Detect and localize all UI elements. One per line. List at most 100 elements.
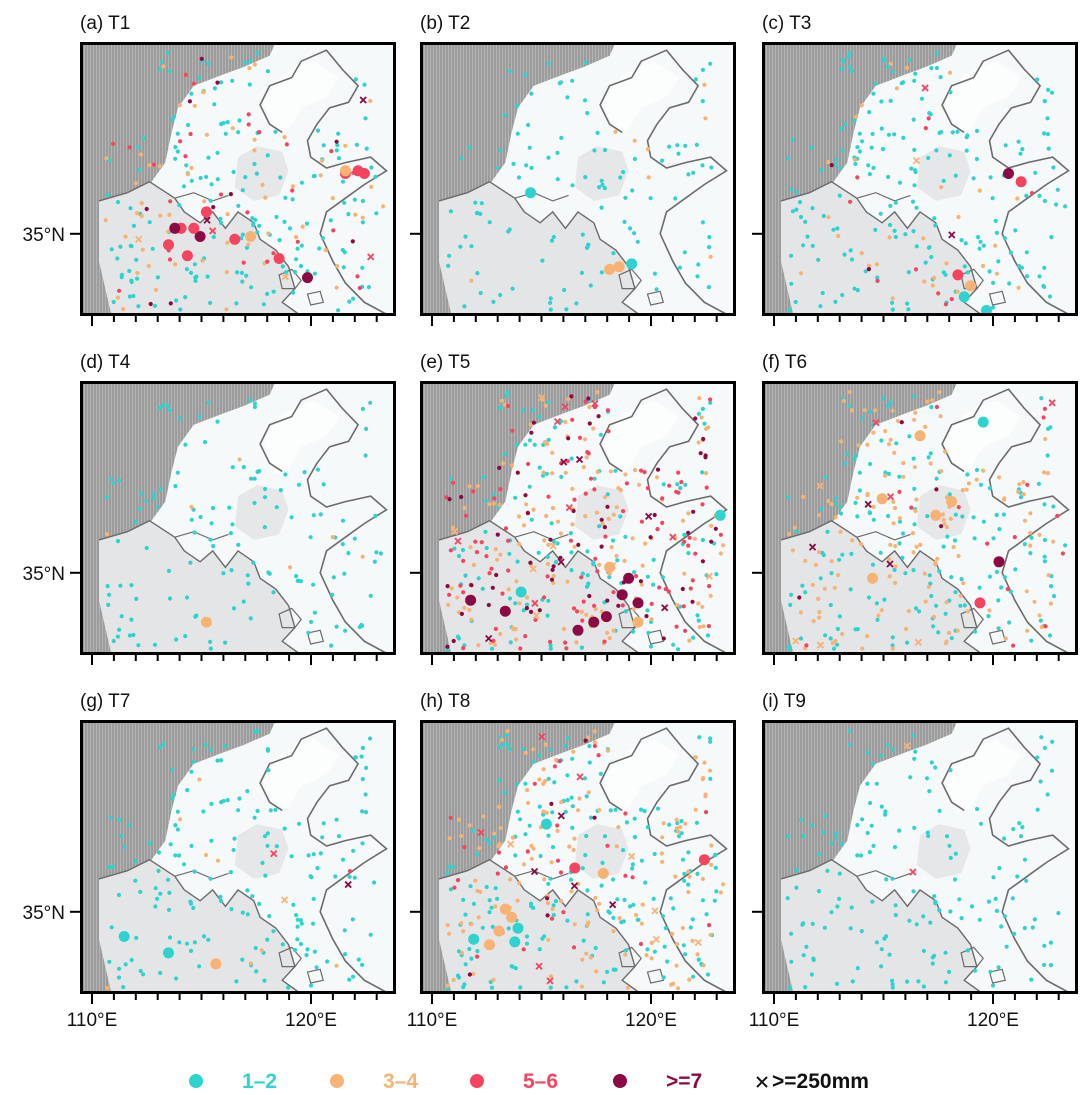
station-dot-c34 (914, 544, 919, 549)
station-dot-c12 (529, 91, 534, 96)
station-dot-c34 (597, 901, 602, 906)
station-dot-c12 (255, 230, 260, 235)
station-dot-c56 (923, 126, 928, 131)
station-dot-c12 (570, 756, 575, 761)
station-dot-c34 (570, 522, 575, 527)
station-dot-c12 (206, 400, 211, 405)
station-dot-c12 (908, 775, 913, 780)
station-dot-c34 (229, 55, 234, 60)
station-dot-c12 (837, 871, 842, 876)
station-dot-c7 (899, 420, 904, 425)
station-dot-c12 (321, 143, 326, 148)
station-dot-c12 (261, 302, 266, 307)
station-dot-c12 (219, 898, 224, 904)
station-dot-c34 (146, 263, 151, 269)
station-dot-c12 (660, 914, 665, 919)
station-dot-c12 (202, 440, 208, 445)
station-dot-c34 (614, 505, 619, 510)
station-dot-c34 (509, 463, 515, 468)
station-dot-c7 (558, 555, 563, 560)
station-dot-c12 (965, 948, 970, 953)
station-dot-c12 (849, 69, 855, 74)
station-dot-c34 (492, 831, 497, 836)
station-dot-c12 (1035, 755, 1040, 760)
station-dot-c12 (823, 633, 828, 638)
station-dot-c12 (579, 270, 584, 275)
station-dot-c34 (595, 469, 600, 474)
station-dot-c12 (962, 264, 967, 269)
station-dot-c12 (252, 161, 257, 167)
station-dot-c12 (834, 831, 839, 836)
station-dot-c12 (615, 897, 620, 902)
station-dot-c12 (798, 817, 804, 822)
station-dot-c34 (462, 505, 467, 511)
station-dot-c34 (923, 424, 928, 429)
station-dot-c12 (1036, 481, 1041, 486)
station-dot-c34 (611, 628, 616, 633)
station-dot-c12 (810, 206, 815, 211)
station-dot-c12 (1049, 768, 1055, 773)
station-dot-c34 (140, 247, 145, 252)
station-dot-c12 (364, 426, 369, 431)
border-line (174, 531, 229, 541)
lake-outline (306, 290, 325, 306)
station-dot-c12 (458, 244, 463, 249)
station-dot-c12 (794, 885, 799, 890)
extreme-marker (538, 394, 546, 402)
station-dot-c12 (933, 765, 938, 770)
station-dot-c56 (357, 285, 362, 291)
station-dot-c34 (502, 402, 507, 407)
border-line (438, 858, 642, 994)
major-station-c56 (229, 233, 241, 245)
station-dot-c12 (127, 633, 132, 638)
station-dot-c34 (467, 823, 472, 828)
station-dot-c12 (873, 81, 878, 86)
station-dot-c34 (563, 419, 568, 425)
station-dot-c12 (133, 878, 138, 883)
station-dot-c12 (218, 216, 223, 221)
station-dot-c12 (838, 166, 843, 171)
station-dot-c34 (987, 608, 992, 613)
major-station-c7 (572, 624, 584, 636)
station-dot-c12 (849, 257, 855, 262)
station-dot-c12 (206, 937, 211, 942)
terrain-shading (420, 42, 616, 316)
station-dot-c7 (187, 99, 192, 104)
station-dot-c12 (785, 896, 790, 901)
station-dot-c12 (848, 248, 853, 253)
station-dot-c12 (654, 287, 659, 292)
major-station-c34 (245, 231, 257, 242)
station-dot-c12 (157, 745, 162, 750)
station-dot-c34 (580, 957, 585, 962)
station-dot-c12 (800, 583, 805, 588)
station-dot-c12 (712, 853, 717, 858)
station-dot-c12 (183, 442, 188, 447)
extreme-marker (872, 419, 880, 427)
sea (945, 61, 1022, 136)
station-dot-c12 (695, 274, 700, 279)
station-dot-c34 (855, 495, 860, 500)
station-dot-c12 (932, 894, 937, 899)
station-dot-c12 (241, 599, 246, 604)
station-dot-c34 (887, 557, 892, 562)
station-dot-c12 (537, 947, 542, 952)
station-dot-c7 (523, 493, 528, 498)
station-dot-c12 (810, 921, 815, 926)
station-dot-c12 (538, 853, 543, 859)
station-dot-c12 (870, 761, 875, 766)
station-dot-c34 (678, 825, 683, 830)
map-panel-b: (b) T2 (410, 13, 736, 326)
station-dot-c12 (1042, 559, 1047, 564)
station-dot-c34 (649, 940, 654, 945)
station-dot-c34 (614, 844, 619, 849)
station-dot-c12 (624, 820, 629, 825)
station-dot-c34 (981, 468, 986, 473)
station-dot-c12 (471, 901, 476, 906)
station-dot-c12 (175, 470, 180, 475)
station-dot-c12 (789, 959, 794, 964)
station-dot-c7 (525, 511, 530, 516)
lowland-relief (781, 181, 984, 316)
station-dot-c56 (295, 239, 300, 244)
station-dot-c34 (944, 600, 949, 605)
station-dot-c34 (550, 906, 555, 911)
